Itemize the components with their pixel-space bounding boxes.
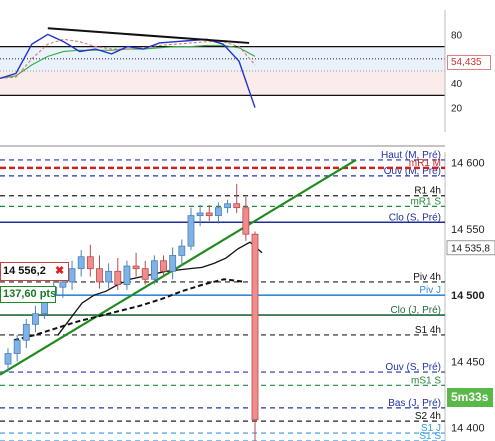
level-label: S1 J (421, 423, 441, 434)
candle-body (233, 203, 241, 209)
rsi-value-tag: 54,435 (447, 55, 491, 70)
level-label: Ouv (S, Pré) (385, 362, 441, 373)
candle-body (86, 256, 94, 270)
candle-body (178, 245, 186, 256)
candle-body (123, 265, 131, 285)
profit-points-tag: 137,60 pts (0, 286, 56, 303)
level-label: Bas (J, Pré) (388, 398, 441, 409)
last-price-box (446, 240, 495, 256)
level-label: S1 4h (415, 325, 441, 336)
level-label: Haut (M, Pré) (381, 150, 441, 161)
candle-body (96, 268, 103, 283)
candle-body (224, 203, 231, 209)
candle-body (13, 339, 21, 354)
moving-average-line (57, 241, 263, 336)
candle-body (205, 212, 213, 217)
candle-body (59, 281, 67, 288)
level-label: Clo (J, Pré) (390, 305, 441, 316)
price-tick-label: 14 450 (451, 356, 485, 368)
rsi-trendline (47, 27, 250, 44)
close-order-icon[interactable]: ✖ (55, 265, 65, 277)
rsi-panel: 20406080 (0, 10, 463, 132)
level-label: mR1 S (410, 196, 441, 207)
price-tick-label: 14 535,8 (451, 244, 490, 255)
candle-body (32, 313, 39, 325)
order-price-tag[interactable]: 14 556,2 ✖ (0, 262, 69, 281)
candle-body (196, 212, 204, 217)
price-tick-label: 14 600 (451, 158, 485, 170)
price-trendline (0, 159, 357, 376)
candle-body (187, 215, 195, 247)
rsi-series-line (0, 44, 256, 79)
level-label: R1 4h (414, 186, 441, 197)
order-price: 14 556,2 (3, 265, 46, 277)
level-label: Piv 4h (413, 272, 441, 283)
candle-timer-value: 5m33s (451, 390, 489, 404)
candle-body (132, 265, 140, 270)
rsi-value: 54,435 (451, 57, 482, 68)
candle-body (114, 270, 122, 285)
moving-average-dashed-line (13, 278, 246, 342)
candle-body (169, 255, 177, 272)
price-tick-label: 14 500 (451, 290, 485, 302)
rsi-tick-label: 80 (451, 30, 463, 41)
candle-body (4, 353, 12, 365)
rsi-oversold-zone (0, 71, 445, 96)
candle-body (105, 270, 113, 283)
profit-points: 137,60 pts (3, 288, 57, 300)
rsi-tick-label: 20 (451, 104, 463, 115)
price-tick-label: 14 400 (451, 423, 485, 435)
candle-body (22, 323, 30, 341)
level-label: mS1 S (411, 375, 441, 386)
level-label: Ouv (M, Pré) (384, 166, 441, 177)
candle-body (141, 268, 149, 280)
candle-body (251, 233, 259, 421)
level-label: S1 S (419, 431, 441, 441)
level-label: Piv J (419, 285, 441, 296)
level-label: Clo (S, Pré) (389, 212, 441, 223)
level-label: mR1 M (409, 158, 441, 169)
candle-body (77, 256, 85, 270)
candle-body (160, 260, 167, 272)
price-tick-label: 14 550 (451, 224, 485, 236)
candle-body (215, 207, 222, 217)
level-label: S2 4h (415, 411, 441, 422)
candle-body (150, 260, 158, 280)
candle-timer: 5m33s (447, 388, 493, 407)
candle-body (68, 268, 76, 283)
rsi-tick-label: 40 (451, 79, 463, 90)
candle-body (242, 207, 250, 235)
